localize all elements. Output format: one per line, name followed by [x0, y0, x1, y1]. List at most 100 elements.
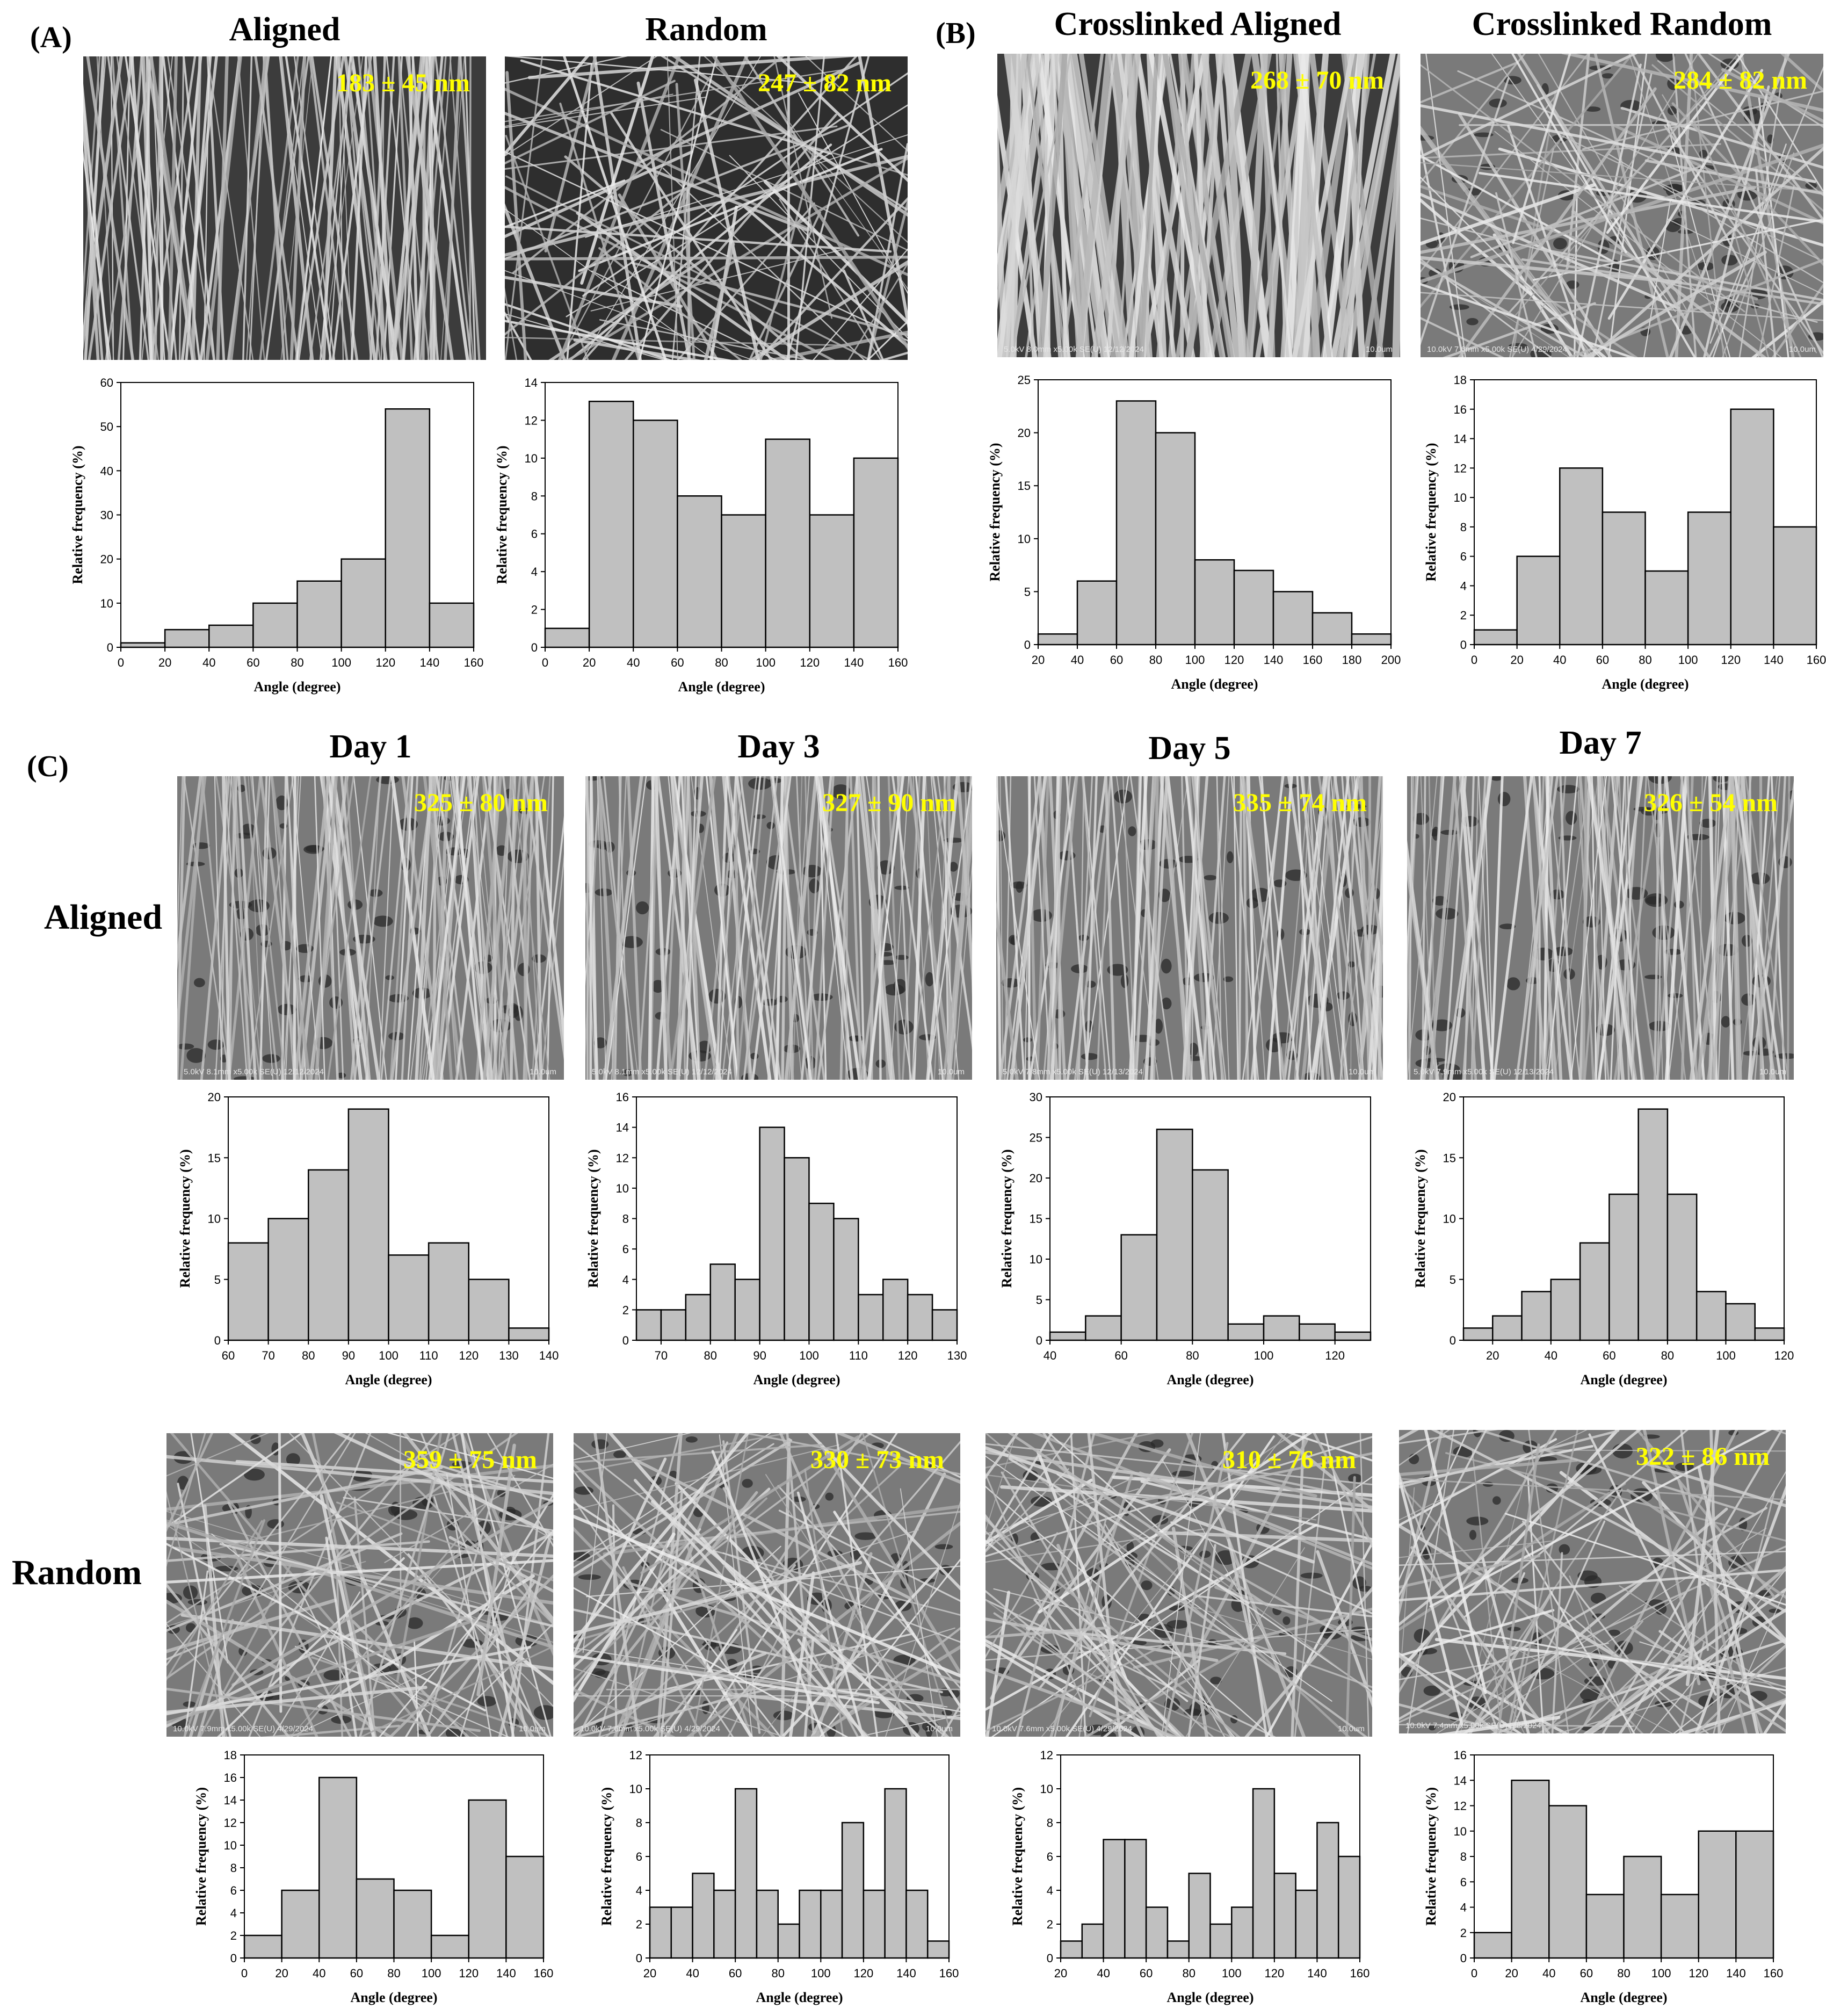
y-tick-label: 12 — [1454, 461, 1467, 475]
x-tick-label: 40 — [1553, 653, 1566, 667]
histogram-bar — [1637, 1108, 1669, 1341]
histogram-bar — [1209, 1923, 1233, 1959]
y-tick-label: 10 — [1443, 1212, 1456, 1226]
fiber-texture — [83, 56, 486, 360]
x-tick-label: 100 — [811, 1967, 831, 1980]
x-tick-label: 100 — [379, 1349, 398, 1362]
y-tick-label: 6 — [1460, 1875, 1467, 1889]
sem-image-aligned-day3: 327 ± 90 nm 5.0kV 8.1mm x5.00k SE(U) 12/… — [585, 776, 972, 1080]
x-tick-label: 120 — [1689, 1967, 1708, 1980]
histogram-bar — [685, 1294, 712, 1341]
histogram-bar — [1687, 511, 1731, 646]
y-tick-label: 5 — [1036, 1294, 1042, 1307]
x-tick-label: 160 — [1303, 653, 1323, 667]
histogram-bar — [1516, 555, 1561, 646]
sem-meta: 5.0kV 8.1mm x5.00k SE(U) 12/12/2024 — [592, 1067, 732, 1076]
y-tick-label: 0 — [1460, 638, 1467, 652]
y-tick-label: 8 — [531, 489, 538, 503]
x-tick-label: 80 — [1182, 1967, 1195, 1980]
x-tick-label: 80 — [771, 1967, 784, 1980]
title-random: Random — [645, 11, 767, 48]
histogram-bar — [905, 1889, 929, 1959]
histogram-bar — [756, 1889, 779, 1959]
histogram-aligned-day5: 0 5 10 15 20 25 30 40 60 80 100 120 Angle (degree) Re… — [983, 1090, 1380, 1397]
histogram-bar — [692, 1873, 715, 1959]
x-tick-label: 90 — [753, 1349, 766, 1362]
sem-scale: 10.0um — [1337, 1724, 1365, 1733]
histogram-aligned: 0 10 20 30 40 50 60 0 20 40 60 80 100 120 140 160 Angle … — [54, 376, 483, 704]
y-tick-label: 12 — [525, 414, 538, 427]
y-tick-label: 6 — [636, 1850, 642, 1863]
fiber-texture — [996, 776, 1383, 1080]
histogram-bar — [1735, 1830, 1774, 1959]
sem-meta: 5.0kV 7.9mm x5.00k SE(U) 12/13/2024 — [1414, 1067, 1554, 1076]
histogram-bar — [1037, 633, 1078, 646]
y-tick-label: 8 — [1460, 521, 1467, 534]
y-tick-label: 10 — [1454, 491, 1467, 504]
fiber-texture — [166, 1433, 553, 1737]
histogram-bar — [799, 1889, 822, 1959]
x-tick-label: 40 — [1071, 653, 1084, 667]
histogram-bar — [677, 495, 722, 648]
histogram-bar — [427, 1242, 469, 1341]
fiber-diameter-label: 284 ± 82 nm — [1673, 66, 1807, 95]
histogram-bar — [1730, 408, 1774, 646]
y-tick-label: 15 — [208, 1151, 221, 1165]
x-tick-label: 160 — [1764, 1967, 1784, 1980]
histogram-bar — [318, 1776, 358, 1959]
histogram-bar — [393, 1889, 432, 1959]
y-tick-label: 0 — [531, 641, 538, 654]
x-axis-title: Angle (degree) — [345, 1372, 432, 1388]
x-axis-title: Angle (degree) — [753, 1372, 840, 1388]
histogram-bar — [1585, 1894, 1625, 1959]
histogram-bar — [544, 627, 590, 648]
y-tick-label: 12 — [629, 1748, 642, 1762]
y-tick-label: 0 — [1460, 1952, 1467, 1965]
y-tick-label: 0 — [622, 1334, 629, 1347]
histogram-aligned-day1: 0 5 10 15 20 60 70 80 90 100 110 120 130 140 Angle (de… — [161, 1090, 559, 1397]
histogram-bar — [1725, 1303, 1756, 1341]
histogram-bar — [1049, 1331, 1086, 1341]
histogram-bar — [1351, 633, 1392, 646]
histogram-bar — [347, 1108, 389, 1341]
fiber-texture — [585, 776, 972, 1080]
y-tick-label: 6 — [531, 528, 538, 541]
histogram-bar — [1337, 1855, 1361, 1959]
sem-scale: 10.0um — [1788, 345, 1816, 354]
x-tick-label: 180 — [1342, 653, 1362, 667]
histogram-crosslinked-aligned: 0 5 10 15 20 25 20 40 60 80 100 120 140 160 180 200 Angl… — [971, 373, 1401, 701]
x-tick-label: 120 — [1774, 1349, 1794, 1362]
x-tick-label: 80 — [1186, 1349, 1199, 1362]
histogram-bar — [1334, 1331, 1372, 1341]
y-tick-label: 2 — [1047, 1918, 1053, 1931]
y-tick-label: 0 — [107, 641, 113, 654]
x-tick-label: 60 — [1580, 1967, 1593, 1980]
x-tick-label: 140 — [420, 656, 440, 669]
y-tick-label: 12 — [1040, 1748, 1053, 1762]
fiber-diameter-label: 326 ± 54 nm — [1643, 789, 1778, 817]
histogram-bar — [308, 1169, 350, 1341]
y-tick-label: 12 — [1454, 1800, 1467, 1813]
x-axis-title: Angle (degree) — [1602, 676, 1689, 692]
x-tick-label: 120 — [375, 656, 395, 669]
fiber-texture — [177, 776, 564, 1080]
x-tick-label: 80 — [1617, 1967, 1630, 1980]
y-tick-label: 4 — [531, 565, 538, 579]
x-tick-label: 60 — [247, 656, 259, 669]
histogram-bar — [884, 1788, 907, 1959]
histogram-bar — [863, 1889, 886, 1959]
y-tick-label: 12 — [224, 1816, 237, 1830]
fiber-diameter-label: 322 ± 86 nm — [1635, 1442, 1770, 1471]
y-tick-label: 10 — [1030, 1253, 1042, 1266]
sem-scale: 10.0um — [925, 1724, 953, 1733]
histogram-bar — [759, 1126, 785, 1341]
sem-scale: 10.0um — [1365, 345, 1393, 354]
x-tick-label: 100 — [799, 1349, 819, 1362]
x-tick-label: 40 — [313, 1967, 325, 1980]
x-tick-label: 40 — [1542, 1967, 1555, 1980]
y-tick-label: 18 — [224, 1748, 237, 1762]
histogram-bar — [468, 1278, 510, 1341]
y-tick-label: 2 — [636, 1918, 642, 1931]
y-axis-title: Relative frequency (%) — [987, 443, 1003, 581]
x-tick-label: 140 — [539, 1349, 559, 1362]
